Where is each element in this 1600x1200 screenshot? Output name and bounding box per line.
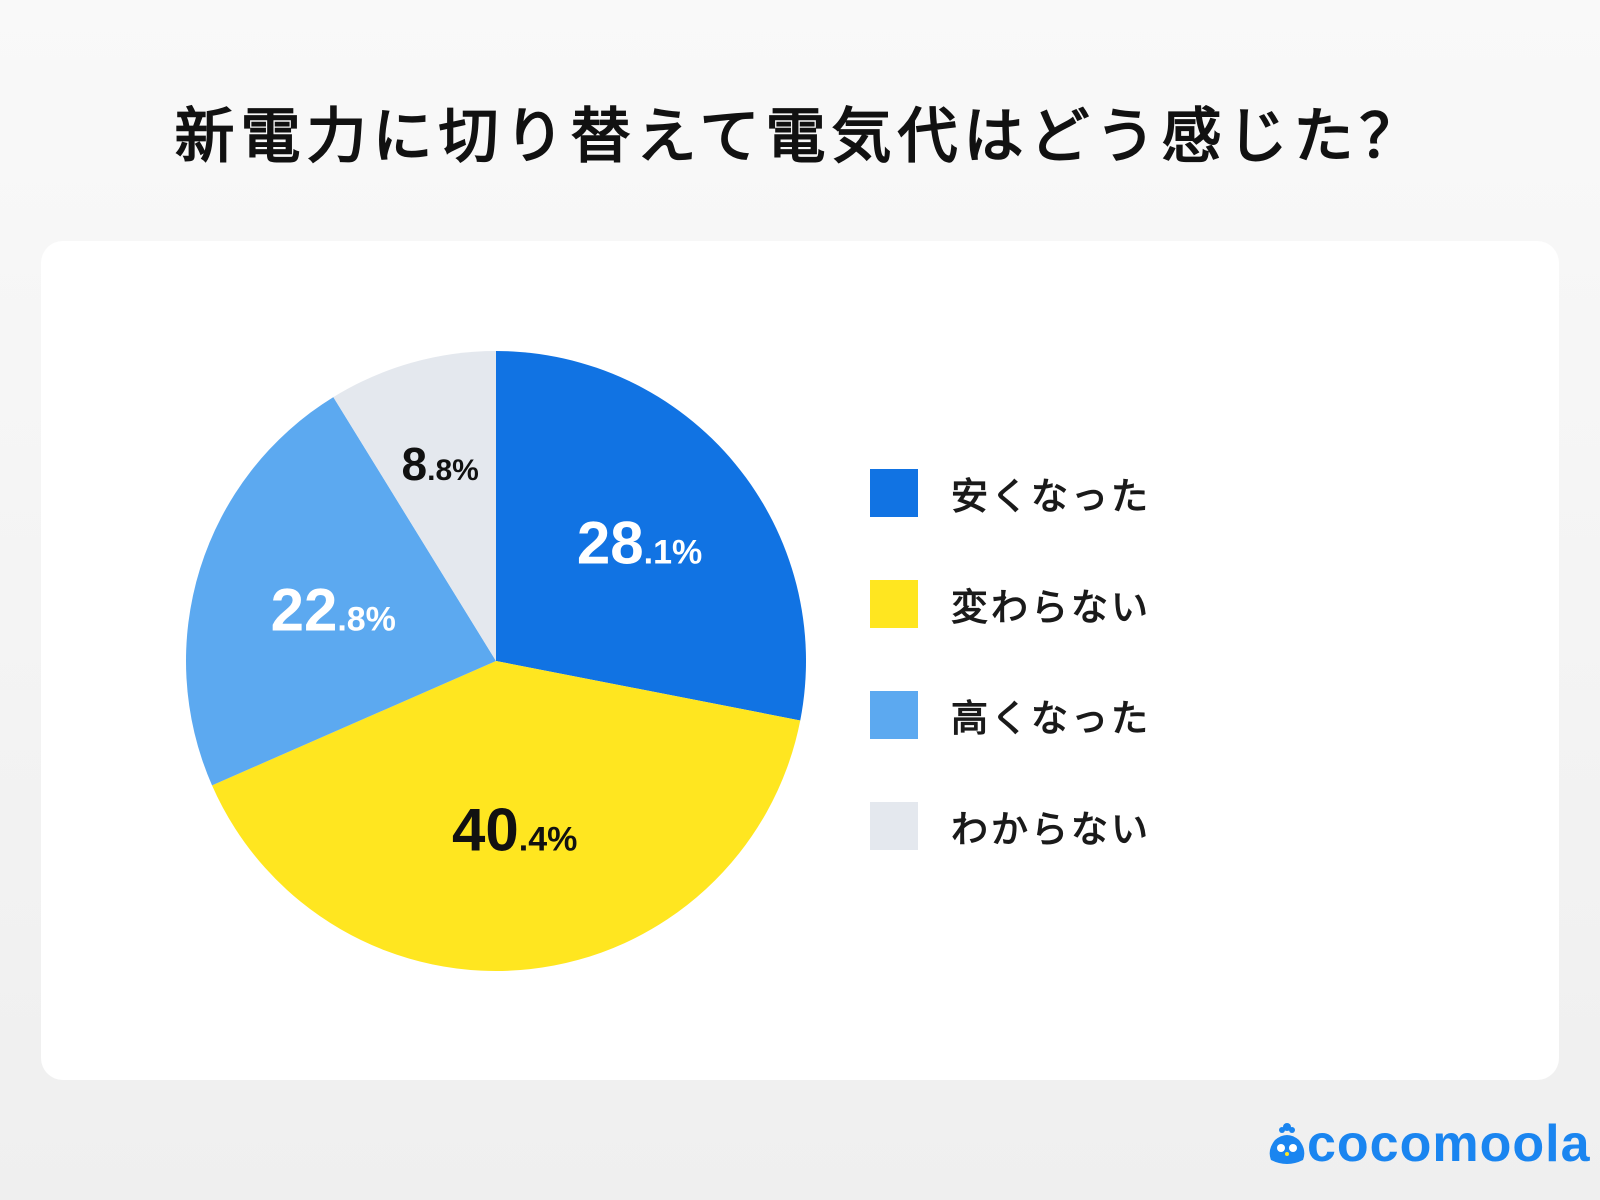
legend-item: 変わらない — [870, 580, 1151, 629]
slice-label-integer: 22 — [270, 576, 338, 644]
legend: 安くなった変わらない高くなったわからない — [870, 469, 1151, 913]
legend-swatch — [870, 802, 918, 850]
logo-text: cocomoola — [1307, 1115, 1591, 1173]
pie-slice-2 — [212, 661, 801, 971]
legend-item: わからない — [870, 802, 1151, 851]
slice-label-integer: 28 — [576, 509, 644, 577]
pie-slice-1 — [496, 351, 806, 721]
legend-item: 安くなった — [870, 469, 1151, 518]
slice-label: 40.4% — [452, 796, 577, 865]
slice-label-decimal: .4% — [518, 820, 578, 859]
chart-title: 新電力に切り替えて電気代はどう感じた？ — [174, 102, 1426, 172]
cocomoola-logo: cocomoola — [1267, 1118, 1591, 1170]
slice-label: 22.8% — [271, 576, 396, 645]
legend-swatch — [870, 691, 918, 739]
pie-slice-3 — [186, 397, 496, 786]
slice-label-integer: 8 — [401, 438, 428, 491]
slice-label-decimal: .8% — [337, 600, 396, 639]
slice-label-decimal: .1% — [643, 533, 703, 572]
slice-label: 28.1% — [577, 508, 702, 577]
slice-label-decimal: .8% — [427, 454, 479, 488]
legend-swatch — [870, 580, 918, 628]
legend-label: 安くなった — [951, 475, 1151, 518]
slice-label-integer: 40 — [452, 796, 519, 864]
slice-label: 8.8% — [402, 437, 479, 491]
legend-label: わからない — [951, 808, 1151, 851]
legend-swatch — [870, 469, 918, 517]
chart-card: 28.1% 40.4% 22.8% 8.8% — [41, 241, 1559, 1080]
legend-label: 変わらない — [951, 586, 1151, 629]
legend-item: 高くなった — [870, 691, 1151, 740]
pie-chart — [186, 351, 806, 971]
pie-slice-4 — [333, 351, 496, 661]
mascot-icon — [1269, 1123, 1305, 1164]
legend-label: 高くなった — [951, 697, 1151, 740]
